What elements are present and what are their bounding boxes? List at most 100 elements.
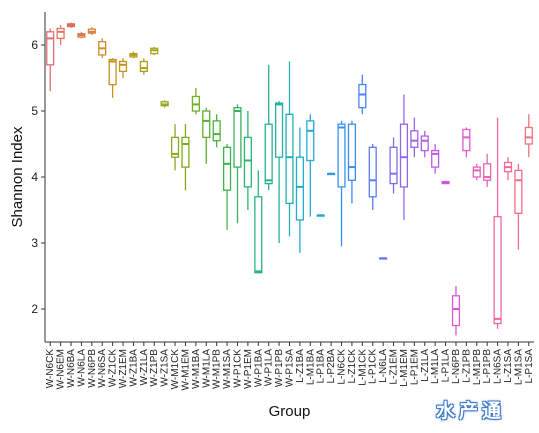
x-tick-label: W-Z1CK [108,349,119,387]
x-tick-label: W-N6CK [45,349,56,389]
x-tick-label: L-Z1CK [347,349,358,384]
box-w-n6pb [87,27,96,36]
box-body [254,196,263,274]
watermark-logo: 水产通 [436,400,506,422]
box-l-z1em [389,137,398,194]
x-tick-label: W-P1LA [264,349,275,386]
box-w-m1sa [222,144,232,230]
box-l-n6pb [451,285,461,336]
box-w-n6em [56,25,65,45]
box-w-m1la [202,107,211,164]
x-tick-label: L-P1EM [409,349,420,385]
x-tick-label: L-Z1EM [389,349,400,385]
box-body [170,136,180,158]
plot-area: 2 3 4 5 6 W-N6CK W-N6EM W-N6BA W-N6LA W-N6PB W-N6S… [31,12,535,390]
y-tick-label: 5 [31,104,38,118]
box-body [108,58,117,86]
box-w-m1ck [170,124,180,171]
box-body [233,107,242,168]
box-body [139,60,148,73]
x-axis-title: Group [269,403,311,420]
box-l-p1la [441,180,450,185]
box-l-m1ba [306,114,315,217]
x-tick-label: W-N6LA [76,349,87,387]
x-tick-label: L-P1SA [524,349,535,384]
box-body [264,123,273,185]
x-tick-label: L-M1SA [513,349,524,385]
box-body [368,146,377,198]
x-tick-label: W-Z1EM [118,349,129,388]
box-body [243,136,252,188]
box-body [493,215,502,325]
box-body [358,83,367,109]
box-l-z1ba [295,127,304,253]
box-l-p2ba [327,172,336,176]
box-body [389,146,398,185]
box-body [202,110,211,139]
y-tick-label: 2 [31,302,38,316]
x-tick-label: W-P1EM [243,349,254,389]
box-body [306,120,315,162]
box-l-p1pb [483,153,492,187]
x-tick-label: L-N6SA [493,349,504,384]
x-tick-label: W-N6EM [56,349,67,389]
x-tick-label: W-P1PB [274,349,285,387]
box-w-m1ba [191,87,200,115]
x-tick-label: W-N6BA [66,349,77,388]
box-body [181,136,190,168]
box-body [483,163,492,181]
box-w-p1la [264,64,273,191]
x-tick-label: L-Z1LA [420,349,431,382]
box-body [118,60,128,73]
x-tick-label: L-P1LA [441,349,452,383]
box-body [295,156,304,221]
x-tick-label: W-M1LA [201,349,212,388]
x-tick-label: W-N6PB [87,349,98,388]
box-w-z1la [139,58,148,75]
x-tick-label: W-Z1PB [149,349,160,387]
box-w-m1em [181,124,190,191]
box-body [56,27,65,40]
box-body [514,169,523,214]
x-tick-label: L-N6LA [378,349,389,383]
box-body [451,295,461,327]
box-l-m1em [399,94,409,220]
box-w-p1ck [233,104,242,224]
x-tick-label: W-M1CK [170,349,181,390]
box-l-m1ck [358,74,367,115]
box-body [431,149,440,168]
x-tick-label: L-P2BA [326,349,337,384]
box-body [222,146,232,191]
x-tick-label: L-P1PB [482,349,493,384]
box-l-p1ck [368,144,377,210]
box-body [462,128,471,152]
box-w-z1sa [160,100,169,108]
x-tick-label: W-M1PB [212,349,223,389]
x-tick-label: L-Z1PB [461,349,472,383]
x-tick-label: W-P1SA [285,349,296,387]
x-tick-label: L-Z1BA [295,349,306,383]
box-l-p1sa [524,114,533,158]
x-tick-label: W-P1CK [232,349,243,388]
box-l-z1ck [347,120,357,204]
box-w-p1sa [285,61,294,237]
box-l-n6la [379,257,388,260]
x-tick-label: L-N6CK [337,349,348,385]
box-l-z1pb [462,127,471,158]
box-l-m1pb [472,163,481,181]
box-body [472,166,481,178]
box-w-n6ba [66,22,76,28]
box-l-m1sa [514,163,523,250]
x-tick-label: L-P1CK [368,349,379,384]
box-l-m1la [431,144,440,174]
box-w-p1ba [254,170,263,274]
y-tick-label: 6 [31,38,38,52]
box-w-m1pb [212,114,221,148]
x-tick-label: L-M1EM [399,349,410,387]
x-tick-label: W-Z1LA [139,349,150,386]
x-tick-label: L-M1LA [430,349,441,384]
box-l-z1sa [503,157,513,181]
x-tick-label: L-M1BA [305,349,316,385]
box-w-n6la [77,31,86,39]
